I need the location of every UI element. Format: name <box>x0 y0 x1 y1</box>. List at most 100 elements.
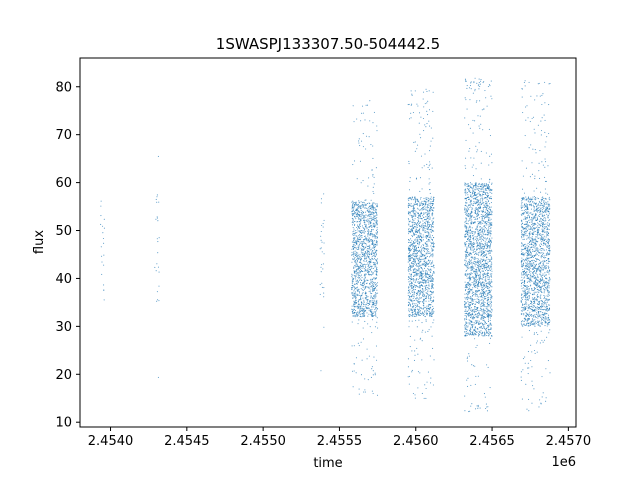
data-point <box>485 286 487 288</box>
data-point <box>465 321 467 323</box>
data-point <box>368 214 370 216</box>
data-point <box>477 316 479 318</box>
data-point <box>410 249 412 251</box>
data-point <box>473 191 476 194</box>
data-point <box>474 292 476 294</box>
data-point <box>419 232 421 234</box>
data-point <box>354 256 356 258</box>
data-point <box>372 281 374 283</box>
data-point <box>359 294 361 297</box>
data-point <box>367 286 369 288</box>
data-point <box>372 247 375 249</box>
data-point <box>419 311 421 313</box>
data-point <box>464 260 466 262</box>
data-point <box>477 240 479 242</box>
data-point <box>360 316 362 318</box>
data-point <box>476 189 478 191</box>
data-point <box>354 262 356 264</box>
data-point <box>419 221 421 223</box>
data-point <box>466 247 468 249</box>
data-point <box>357 274 359 276</box>
data-point <box>466 256 468 258</box>
data-point <box>488 206 490 208</box>
data-point <box>369 215 371 218</box>
data-point <box>430 382 432 384</box>
data-point <box>486 274 488 276</box>
data-point <box>359 261 361 263</box>
data-point <box>477 407 479 409</box>
data-point <box>373 209 375 211</box>
data-point <box>427 231 429 233</box>
data-point <box>421 301 423 303</box>
data-point <box>364 275 366 277</box>
data-point <box>351 261 353 263</box>
data-point <box>425 202 427 204</box>
data-point <box>362 206 364 208</box>
data-point <box>468 228 470 230</box>
data-point <box>355 299 357 301</box>
data-point <box>479 193 481 195</box>
data-point <box>364 320 366 322</box>
data-point <box>522 239 524 241</box>
data-point <box>351 308 353 310</box>
data-point <box>413 294 415 296</box>
data-point <box>360 182 362 184</box>
data-point <box>476 100 478 102</box>
data-point <box>376 240 378 243</box>
data-point <box>407 229 410 231</box>
data-point <box>373 176 375 178</box>
data-point <box>420 270 422 272</box>
data-point <box>371 247 373 249</box>
data-point <box>369 225 372 227</box>
data-point <box>465 257 467 259</box>
data-point <box>489 247 491 249</box>
data-point <box>376 204 379 206</box>
data-point <box>469 329 471 331</box>
data-point <box>466 318 468 320</box>
data-point <box>487 219 489 221</box>
data-point <box>479 185 482 188</box>
data-point <box>421 209 423 211</box>
data-point <box>353 213 355 215</box>
data-point <box>421 204 423 206</box>
data-point <box>360 341 362 343</box>
data-point <box>424 263 426 265</box>
data-point <box>410 241 412 244</box>
data-point <box>408 383 410 385</box>
data-point <box>370 295 372 297</box>
data-point <box>433 359 435 361</box>
data-point <box>412 294 414 296</box>
data-point <box>479 309 481 311</box>
data-point <box>426 281 428 283</box>
data-point <box>418 122 420 124</box>
data-point <box>481 260 483 262</box>
data-point <box>357 264 359 266</box>
data-point <box>477 209 479 211</box>
data-point <box>351 321 353 323</box>
data-point <box>490 153 493 155</box>
data-point <box>415 279 417 281</box>
data-point <box>360 278 362 280</box>
data-point <box>478 302 480 304</box>
data-point <box>425 387 427 390</box>
data-point <box>426 307 428 309</box>
data-point <box>408 295 410 297</box>
data-point <box>467 194 469 196</box>
data-point <box>474 236 476 238</box>
data-point <box>485 334 487 337</box>
data-point <box>475 375 477 377</box>
data-point <box>479 293 481 295</box>
data-point <box>431 247 433 249</box>
data-point <box>372 297 374 300</box>
data-point <box>351 310 353 312</box>
data-point <box>488 189 490 191</box>
data-point <box>357 255 359 257</box>
data-point <box>472 132 474 134</box>
data-point <box>412 112 414 114</box>
data-point <box>426 223 429 225</box>
data-point <box>408 266 410 268</box>
data-point <box>430 269 432 271</box>
data-point <box>489 266 491 268</box>
data-point <box>484 216 487 218</box>
data-point <box>533 320 535 322</box>
